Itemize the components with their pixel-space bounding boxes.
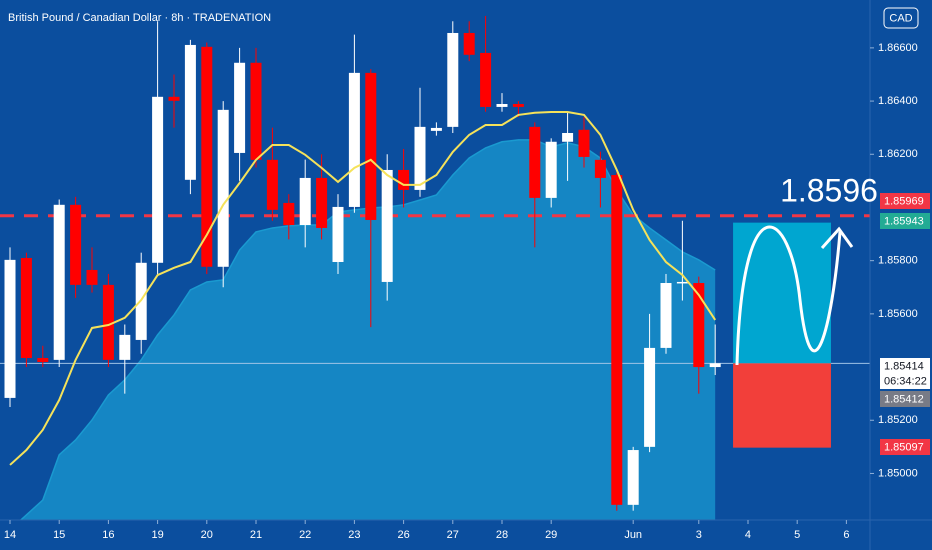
candle-body — [184, 44, 196, 180]
candle-body — [250, 62, 262, 160]
candle-body — [709, 363, 721, 368]
forecast-arrow — [820, 226, 854, 250]
candle-body — [20, 258, 32, 359]
candle-body — [562, 132, 574, 142]
y-tick-label: 1.85000 — [878, 467, 918, 479]
currency: CAD — [889, 12, 912, 24]
y-tick-label: 1.86600 — [878, 42, 918, 54]
price-tag — [880, 391, 930, 407]
price-tag-label: 1.85412 — [884, 393, 924, 405]
candle-body — [676, 281, 688, 284]
candle-body — [102, 284, 114, 360]
candle-body — [283, 202, 295, 226]
candle-body — [365, 72, 377, 220]
x-tick-label: 29 — [545, 529, 557, 541]
price-tag — [880, 213, 930, 229]
y-tick-label: 1.85600 — [878, 308, 918, 320]
x-tick-label: 19 — [151, 529, 163, 541]
y-tick-label: 1.86400 — [878, 95, 918, 107]
candle-body — [414, 126, 426, 190]
x-tick-label: 6 — [843, 529, 849, 541]
area-fill — [10, 139, 716, 520]
candle-body — [266, 159, 278, 210]
candle-body — [381, 169, 393, 282]
stop-zone — [733, 363, 831, 448]
candle-body — [70, 204, 82, 285]
x-tick-label: 14 — [4, 529, 16, 541]
price-tag-label: 1.85943 — [884, 215, 924, 227]
candle-body — [578, 129, 590, 157]
candle-body — [496, 104, 508, 107]
candle-body — [480, 52, 492, 107]
x-tick-label: 27 — [447, 529, 459, 541]
plot-area — [0, 15, 870, 520]
x-tick-label: 26 — [397, 529, 409, 541]
price-tag — [880, 358, 930, 374]
x-tick-label: 21 — [250, 529, 262, 541]
candle-body — [201, 46, 213, 267]
x-tick-label: 4 — [745, 529, 751, 541]
countdown-tag — [880, 374, 930, 389]
x-tick-label: 28 — [496, 529, 508, 541]
currency-box — [883, 7, 919, 29]
candle-body — [332, 206, 344, 262]
x-tick-label: 15 — [53, 529, 65, 541]
price-tag — [880, 439, 930, 455]
target-annotation: 1.8596 — [780, 172, 878, 208]
countdown: 06:34:22 — [884, 375, 927, 387]
x-tick-label: 16 — [102, 529, 114, 541]
x-tick-label: 3 — [696, 529, 702, 541]
candle-body — [316, 177, 328, 228]
candle-body — [430, 127, 442, 131]
candle-body — [693, 283, 705, 368]
candle-body — [512, 104, 524, 107]
candle-body — [217, 109, 229, 267]
candle-body — [53, 204, 65, 360]
price-tag — [880, 193, 930, 209]
forecast-wave — [735, 225, 842, 366]
candle-body — [234, 62, 246, 153]
candle-body — [463, 32, 475, 55]
candle-body — [398, 169, 410, 190]
x-tick-label: 5 — [794, 529, 800, 541]
x-tick-label: 20 — [201, 529, 213, 541]
x-tick-label: 22 — [299, 529, 311, 541]
candle-body — [152, 96, 164, 263]
x-tick-label: Jun — [624, 529, 642, 541]
candle-body — [594, 159, 606, 178]
y-tick-label: 1.85200 — [878, 414, 918, 426]
candle-body — [447, 32, 459, 127]
candle-body — [86, 269, 98, 285]
candle-body — [299, 177, 311, 226]
chart-title: British Pound / Canadian Dollar · 8h · T… — [8, 12, 271, 24]
candle-body — [168, 96, 180, 101]
x-tick-label: 23 — [348, 529, 360, 541]
candle-body — [119, 334, 131, 360]
price-tag-label: 1.85414 — [884, 360, 924, 372]
candle-body — [529, 126, 541, 198]
y-tick-label: 1.86200 — [878, 148, 918, 160]
y-tick-label: 1.85800 — [878, 255, 918, 267]
candle-body — [611, 175, 623, 505]
candle-body — [644, 347, 656, 447]
candle-body — [4, 259, 16, 398]
price-tag-label: 1.85969 — [884, 195, 924, 207]
price-tag-label: 1.85097 — [884, 441, 924, 453]
candle-body — [660, 283, 672, 348]
candle-body — [627, 450, 639, 505]
candle-body — [37, 358, 49, 363]
area-line — [19, 139, 716, 520]
target-zone — [733, 222, 831, 364]
candle-body — [348, 72, 360, 207]
candle-body — [545, 141, 557, 198]
moving-average — [9, 110, 717, 466]
